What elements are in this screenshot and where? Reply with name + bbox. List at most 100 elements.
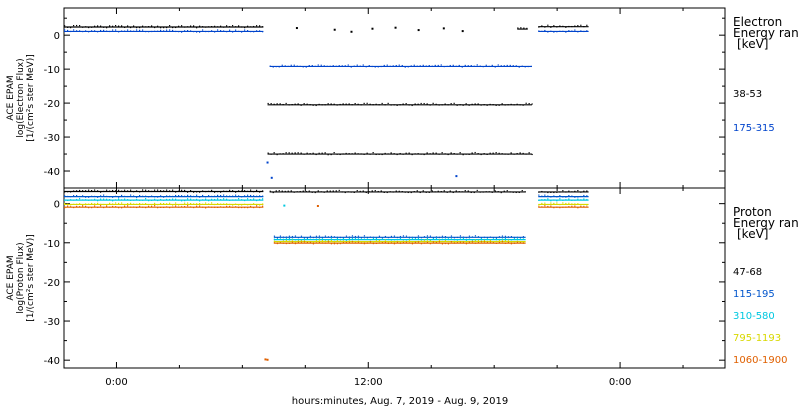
proton-point: [571, 205, 573, 207]
proton-point: [407, 191, 409, 194]
electron-point: [211, 26, 213, 28]
proton-point: [151, 199, 153, 202]
proton-point: [190, 198, 192, 200]
electron-point: [447, 153, 449, 156]
proton-point: [133, 206, 135, 208]
proton-point: [351, 241, 354, 243]
proton-point: [482, 191, 484, 193]
proton-point: [196, 198, 198, 201]
proton-point: [73, 203, 75, 205]
proton-point: [411, 237, 414, 239]
proton-point: [384, 239, 387, 241]
electron-point: [447, 104, 449, 106]
proton-point: [100, 198, 102, 200]
electron-point: [497, 64, 499, 66]
proton-point: [510, 241, 513, 243]
electron-point: [133, 25, 135, 27]
proton-point: [483, 238, 486, 241]
electron-point: [199, 31, 201, 33]
electron-point: [411, 153, 413, 156]
proton-point: [157, 199, 159, 202]
electron-frame: [63, 7, 726, 189]
proton-point: [244, 203, 246, 205]
proton-point: [437, 190, 439, 192]
proton-point: [429, 235, 432, 237]
electron-point: [235, 26, 237, 28]
electron-point: [259, 25, 261, 27]
proton-point: [226, 203, 228, 205]
proton-point: [465, 243, 468, 245]
proton-series-115-195: [64, 194, 589, 239]
proton-point: [504, 242, 507, 244]
electron-point: [357, 153, 359, 155]
proton-point: [217, 198, 219, 200]
proton-point: [181, 206, 183, 208]
proton-point: [229, 189, 231, 191]
proton-point: [477, 236, 480, 238]
proton-point: [553, 207, 555, 209]
electron-point: [100, 25, 102, 27]
proton-point: [574, 199, 576, 201]
proton-point: [112, 200, 114, 202]
proton-point: [100, 195, 102, 197]
electron-point: [208, 30, 210, 33]
electron-point: [378, 153, 380, 155]
proton-y-label-line: ACE EPAM: [6, 255, 16, 300]
electron-point: [390, 152, 392, 154]
electron-point: [333, 151, 335, 154]
proton-point: [366, 241, 369, 243]
proton-point: [339, 238, 342, 241]
proton-point: [184, 205, 186, 208]
electron-point: [324, 104, 326, 106]
proton-point: [85, 199, 87, 201]
proton-point: [88, 203, 90, 205]
electron-point: [471, 152, 473, 154]
proton-point: [250, 203, 252, 206]
proton-point: [178, 199, 180, 201]
electron-point: [190, 25, 192, 27]
proton-point: [238, 206, 240, 209]
proton-point: [447, 243, 450, 245]
electron-point: [432, 152, 434, 154]
proton-point: [273, 235, 276, 237]
electron-point: [521, 65, 523, 67]
electron-point: [315, 104, 317, 107]
electron-scatter-point: [295, 27, 298, 30]
proton-point: [565, 196, 567, 198]
electron-point: [384, 152, 386, 155]
proton-point: [429, 243, 432, 245]
proton-point: [142, 203, 144, 205]
proton-point: [238, 204, 240, 206]
proton-point: [154, 198, 156, 200]
proton-point: [513, 236, 516, 239]
proton-point: [498, 236, 501, 238]
electron-point: [525, 102, 527, 104]
proton-point: [465, 241, 468, 243]
electron-point: [405, 103, 407, 105]
proton-point: [294, 241, 297, 243]
proton-point: [211, 189, 213, 191]
electron-point: [76, 30, 78, 32]
proton-point: [524, 191, 526, 193]
electron-point: [423, 153, 425, 156]
electron-point: [338, 65, 340, 67]
electron-point: [256, 25, 258, 27]
proton-point: [374, 190, 376, 192]
proton-point: [276, 241, 279, 243]
electron-point: [94, 25, 96, 27]
proton-point: [193, 206, 195, 209]
electron-point: [350, 66, 352, 68]
electron-point: [333, 103, 335, 105]
proton-point: [444, 236, 447, 238]
proton-point: [288, 242, 291, 244]
proton-point: [501, 239, 504, 241]
proton-point: [157, 207, 159, 209]
proton-point: [211, 195, 213, 198]
proton-point: [232, 195, 234, 197]
electron-point: [571, 25, 573, 28]
proton-point: [288, 235, 291, 237]
electron-point: [250, 26, 252, 28]
proton-point: [402, 235, 405, 237]
electron-point: [253, 25, 255, 28]
proton-point: [223, 190, 225, 192]
